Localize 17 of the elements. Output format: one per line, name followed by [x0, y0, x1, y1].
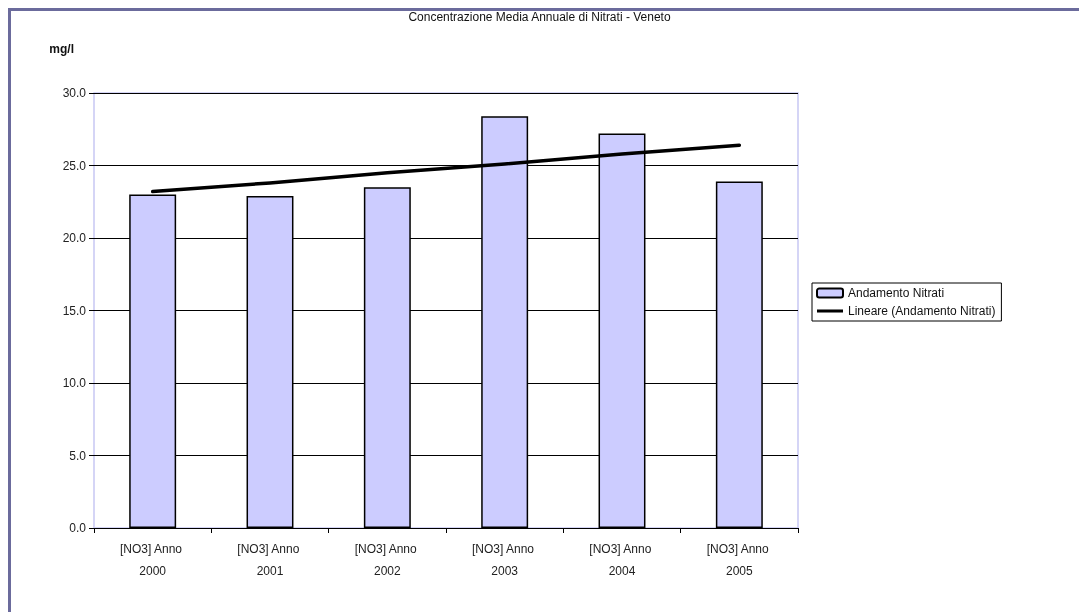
x-tick-label: [NO3] Anno 2005	[706, 542, 773, 578]
x-tick-label: [NO3] Anno 2001	[237, 542, 303, 578]
legend-label: Andamento Nitrati	[848, 286, 945, 300]
y-tick-label: 15.0	[62, 303, 87, 318]
y-tick-label: 20.0	[62, 231, 87, 245]
x-tick-label: [NO3] Anno 2004	[589, 542, 655, 578]
x-tick-label: [NO3] Anno 2003	[471, 542, 538, 578]
legend-label: Lineare (Andamento Nitrati)	[848, 304, 996, 318]
x-tick-label: [NO3] Anno 2002	[354, 542, 421, 578]
x-tick-label: [NO3] Anno 2000	[119, 542, 186, 578]
chart-title: Concentrazione Media Annuale di Nitrati - Veneto	[408, 10, 671, 24]
y-axis-title: mg/l	[49, 42, 74, 56]
y-tick-label: 25.0	[62, 158, 87, 173]
y-tick-label: 30.0	[62, 86, 87, 100]
y-tick-label: 5.0	[69, 448, 87, 463]
y-tick-label: 10.0	[62, 376, 87, 390]
y-tick-label: 0.0	[69, 521, 87, 535]
